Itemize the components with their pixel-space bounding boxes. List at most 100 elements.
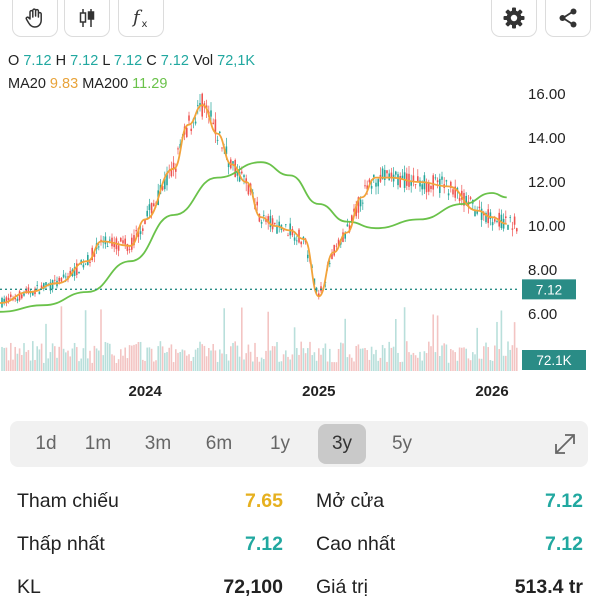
volume-bar (177, 352, 179, 371)
candle-body (84, 263, 87, 265)
function-fx-icon: f x (131, 7, 148, 30)
candle-body (509, 217, 511, 219)
hand-icon (25, 8, 42, 28)
candle-body (373, 174, 375, 178)
candle-body (399, 176, 401, 188)
candle-body (263, 214, 265, 216)
candle-body (245, 178, 247, 184)
tab-5y[interactable]: 5y (391, 433, 413, 454)
candle-body (491, 222, 494, 226)
volume-bar (487, 347, 489, 371)
volume-bar (476, 327, 478, 371)
expand-icon[interactable] (550, 429, 580, 459)
volume-bar (344, 318, 346, 371)
volume-bar (384, 348, 386, 371)
volume-bar (458, 347, 461, 371)
ma20-value: 9.83 (49, 76, 79, 92)
volume-bar (331, 362, 333, 371)
volume-bar (441, 345, 443, 371)
volume-bar (326, 361, 329, 371)
candle-body (161, 185, 164, 190)
volume-bar (377, 360, 379, 371)
candle-body (276, 225, 278, 234)
candle-body (410, 180, 412, 186)
settings-button[interactable] (491, 0, 537, 37)
candle-body (221, 147, 223, 149)
volume-bar (148, 347, 151, 371)
volume-bar (23, 343, 25, 371)
volume-bar (197, 347, 199, 371)
volume-bar (291, 354, 294, 371)
volume-bar (76, 347, 78, 371)
indicator-button[interactable]: f x (118, 0, 164, 37)
volume-bar (181, 349, 184, 371)
volume-bar (260, 357, 263, 371)
volume-bar (67, 350, 69, 371)
volume-bar (49, 352, 52, 371)
volume-bar (505, 355, 507, 371)
volume-bar (375, 349, 377, 371)
candle-body (65, 276, 67, 278)
volume-bar (329, 348, 331, 371)
volume-bar (124, 347, 126, 371)
volume-bar (362, 348, 364, 371)
volume-bar (302, 348, 305, 371)
candle-body (139, 231, 142, 235)
volume-bar (309, 341, 311, 371)
tab-1y[interactable]: 1y (269, 433, 291, 454)
volume-bar (179, 352, 181, 371)
volume-bar (150, 348, 153, 371)
candle-body (142, 228, 144, 231)
volume-bar (56, 357, 58, 371)
volume-bar (106, 342, 109, 371)
candle-body (150, 202, 153, 214)
volume-bar (447, 362, 450, 371)
x-tick-label: 2026 (475, 383, 508, 400)
volume-bar (399, 362, 401, 371)
volume-bar (322, 348, 324, 371)
volume-bar (287, 356, 289, 371)
candle-body (395, 171, 397, 175)
candle-body (381, 168, 384, 180)
candle-body (133, 235, 135, 246)
candle-body (511, 228, 514, 230)
tab-1m[interactable]: 1m (84, 433, 112, 454)
candle-body (27, 287, 30, 294)
candle-body (267, 216, 269, 224)
candle-body (225, 146, 228, 155)
volume-bar (419, 351, 421, 371)
volume-bar (423, 351, 426, 371)
candle-body (412, 175, 415, 182)
tab-3y[interactable]: 3y (318, 424, 366, 464)
candle-body (447, 193, 450, 196)
volume-bar (131, 345, 133, 371)
volume-bar (51, 343, 54, 371)
candle-body (265, 219, 267, 222)
tab-6m[interactable]: 6m (205, 433, 233, 454)
volume-bar (412, 352, 415, 371)
tab-3m[interactable]: 3m (144, 433, 172, 454)
candle-body (54, 279, 56, 281)
candle-body (346, 224, 349, 227)
volume-bar (469, 360, 472, 371)
candle-body (386, 170, 388, 174)
volume-bar (190, 360, 192, 371)
hand-tool-button[interactable] (12, 0, 58, 37)
volume-bar (461, 347, 463, 371)
share-button[interactable] (545, 0, 591, 37)
volume-bar (175, 349, 177, 371)
price-label-text: 7.12 (536, 282, 562, 297)
volume-bar (355, 345, 357, 371)
volume-bar (111, 354, 113, 371)
volume-bar (3, 347, 5, 371)
ma200-series (0, 161, 507, 313)
volume-bar (454, 352, 456, 371)
price-chart[interactable]: 7.12 72.1K 16.00 14.00 12.00 10.00 8.00 6.00 20… (0, 0, 600, 410)
tab-1d[interactable]: 1d (35, 433, 57, 454)
range-tabs: 1d 1m 3m 6m 1y 3y 5y (10, 421, 588, 467)
candle-body (274, 222, 276, 225)
candle-body (243, 175, 245, 178)
volume-bar (208, 348, 210, 371)
volume-bar (337, 348, 340, 371)
candlestick-button[interactable] (64, 0, 110, 37)
